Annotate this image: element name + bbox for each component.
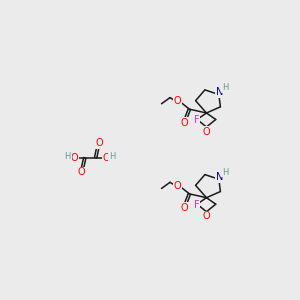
Text: O: O [202, 211, 210, 221]
Text: O: O [70, 153, 78, 163]
Text: O: O [103, 153, 110, 163]
Text: H: H [64, 152, 71, 161]
Text: F: F [194, 115, 199, 125]
Text: O: O [180, 118, 188, 128]
Text: H: H [222, 83, 228, 92]
Text: O: O [180, 203, 188, 213]
Text: N: N [216, 87, 223, 97]
Text: O: O [96, 138, 103, 148]
Text: O: O [77, 167, 85, 177]
Text: O: O [202, 127, 210, 136]
Text: O: O [174, 96, 182, 106]
Text: O: O [174, 181, 182, 191]
Text: F: F [194, 200, 199, 210]
Text: H: H [222, 168, 228, 177]
Text: H: H [109, 152, 115, 161]
Text: N: N [216, 172, 223, 182]
